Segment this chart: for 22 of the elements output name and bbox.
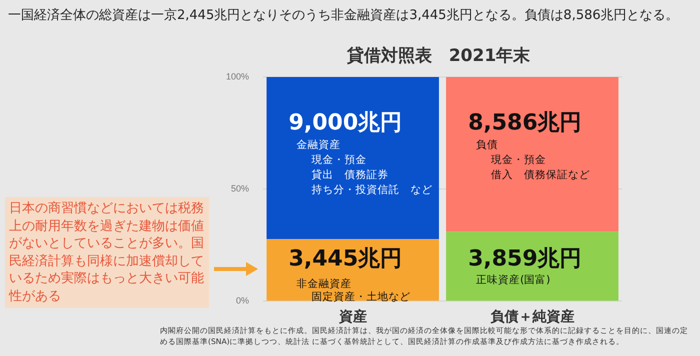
y-tick-label: 0% xyxy=(236,296,250,306)
annotation: 3,859兆円 xyxy=(468,246,582,272)
x-tick-label: 資産 xyxy=(338,308,367,326)
y-tick-label: 50% xyxy=(231,184,250,194)
chart-subtitle: 貸借対照表 2021年末 xyxy=(346,45,532,67)
annotation: 貸出 債務証券 xyxy=(312,168,389,181)
annotation: 固定資産・土地など xyxy=(312,290,411,303)
annotation: 現金・預金 xyxy=(312,154,367,166)
annotation: 持ち分・投資信託 など xyxy=(312,182,433,196)
text: 日本の商習慣などにおいては税務上の耐用年数を過ぎた建物は価値がないとしていることが多い。国民経済計算も同様に加速償却しているため実際はもっと大きい可能性がある xyxy=(5,197,209,308)
annotation: 正味資産(国富) xyxy=(476,272,550,286)
annotation: 負債 xyxy=(476,138,498,151)
y-tick-label: 100% xyxy=(226,71,250,82)
annotation: 借入 債務保証など xyxy=(491,168,590,181)
annotation: 8,586兆円 xyxy=(468,110,582,136)
x-tick-label: 負債＋純資産 xyxy=(490,308,574,326)
annotation: 現金・預金 xyxy=(491,154,546,166)
annotation: 9,000兆円 xyxy=(288,110,402,136)
annotation: 3,445兆円 xyxy=(288,246,402,272)
annotation: 金融資産 xyxy=(296,138,341,151)
chart-title: 一国経済全体の総資産は一京2,445兆円となりそのうち非金融資産は3,445兆円となる。負債は8,586兆円となる。 xyxy=(8,7,679,24)
annotation: 非金融資産 xyxy=(296,276,352,290)
